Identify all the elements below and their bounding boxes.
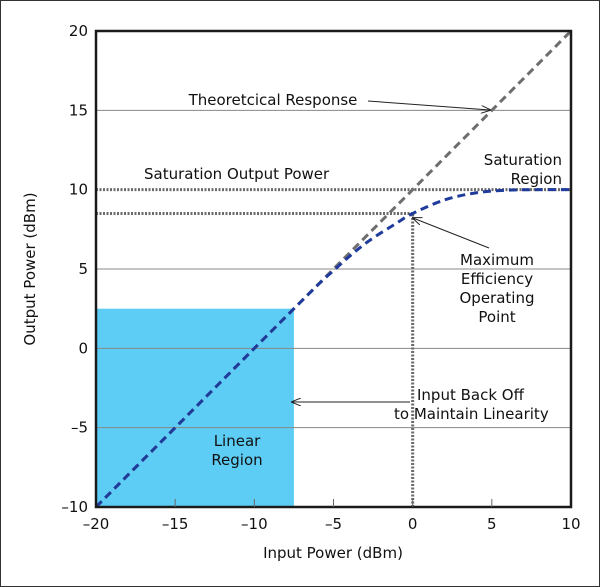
series-theoretical bbox=[94, 29, 573, 509]
y-axis-label: Output Power (dBm) bbox=[21, 192, 39, 345]
ann-max-eff-4: Point bbox=[478, 308, 515, 326]
ann-sat-power: Saturation Output Power bbox=[144, 165, 330, 183]
x-tick-label: –5 bbox=[325, 515, 342, 533]
x-tick-label: 10 bbox=[561, 515, 580, 533]
y-tick-label: 15 bbox=[69, 101, 88, 119]
y-tick-label: 10 bbox=[69, 181, 88, 199]
x-tick-label: –15 bbox=[162, 515, 189, 533]
ann-linear-1: Linear bbox=[214, 432, 261, 450]
y-tick-label: 0 bbox=[78, 339, 88, 357]
y-tick-label: –10 bbox=[61, 498, 88, 516]
ann-backoff-1: Input Back Off bbox=[417, 386, 525, 404]
ann-backoff-2: to Maintain Linearity bbox=[394, 405, 549, 423]
ann-max-eff-3: Operating bbox=[460, 289, 535, 307]
series-actual bbox=[94, 188, 572, 509]
x-axis-label: Input Power (dBm) bbox=[263, 544, 403, 562]
y-tick-label: 5 bbox=[78, 260, 88, 278]
arrow-theoretical bbox=[367, 100, 490, 110]
ann-linear-2: Region bbox=[211, 451, 262, 469]
ann-max-eff-2: Efficiency bbox=[461, 270, 533, 288]
x-tick-label: 5 bbox=[487, 515, 497, 533]
x-tick-label: 0 bbox=[408, 515, 418, 533]
ann-sat-region-2: Region bbox=[511, 170, 562, 188]
ann-theoretical: Theoretcical Response bbox=[188, 91, 358, 109]
x-tick-label: –20 bbox=[83, 515, 110, 533]
y-tick-label: –5 bbox=[71, 419, 88, 437]
arrow-max-eff bbox=[413, 218, 490, 249]
y-tick-label: 20 bbox=[69, 22, 88, 40]
ann-sat-region-1: Saturation bbox=[484, 151, 562, 169]
x-tick-label: –10 bbox=[241, 515, 268, 533]
ann-max-eff-1: Maximum bbox=[460, 251, 534, 269]
